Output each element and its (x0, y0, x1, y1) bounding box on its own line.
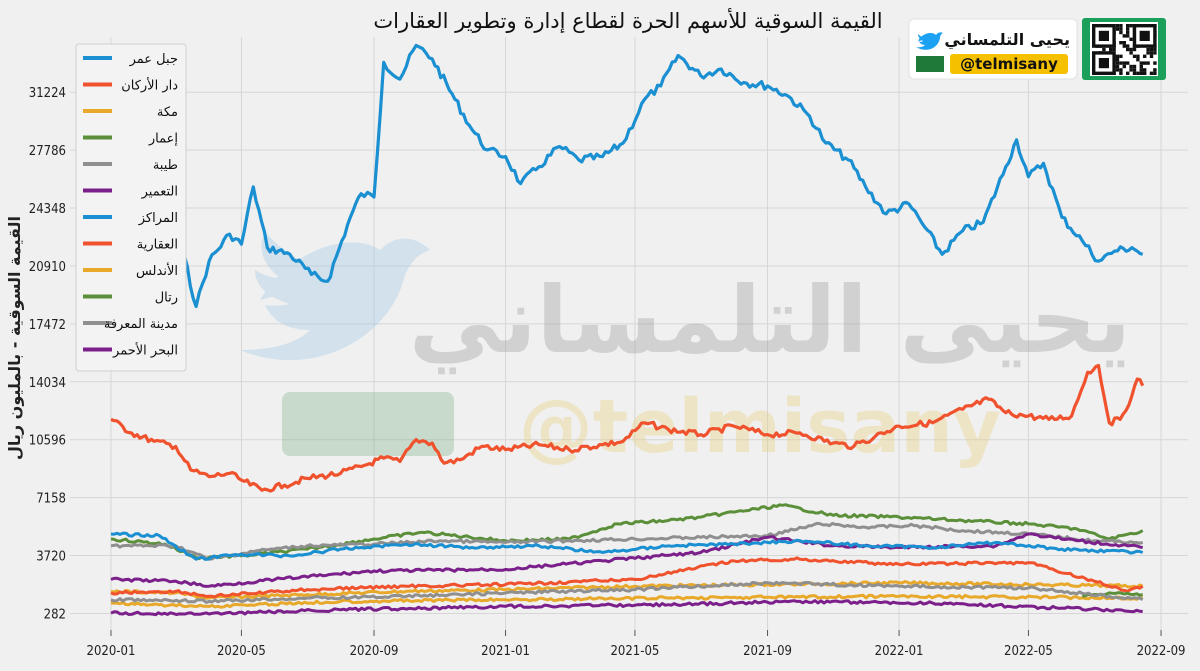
watermark-handle: @telmisany (519, 384, 1001, 470)
y-tick-label: 7158 (36, 492, 66, 507)
x-tick-label: 2022-01 (875, 644, 924, 659)
badge-handle: @telmisany (960, 55, 1058, 73)
x-tick-label: 2020-01 (87, 644, 136, 659)
series-lines (109, 43, 1145, 617)
series-line-5 (110, 532, 1143, 588)
flag-icon (916, 56, 944, 72)
series-line-0 (109, 43, 1144, 309)
y-tick-label: 282 (44, 607, 66, 622)
series-line-3 (110, 503, 1144, 561)
legend-box (75, 43, 187, 372)
legend-label: البحر الأحمر (112, 342, 178, 359)
y-tick-label: 20910 (29, 260, 66, 275)
y-tick-label: 14034 (29, 376, 66, 391)
watermark: يحيى التلمساني @telmisany (240, 232, 1131, 470)
series-line-10 (110, 580, 1144, 604)
series-line-7 (110, 556, 1144, 599)
y-tick-label: 10596 (29, 434, 66, 449)
legend-label: المراكز (138, 211, 178, 226)
y-ticks: 282 3720 7158 10596 14034 17472 20910 24348 2778… (29, 86, 66, 622)
x-tick-label: 2021-09 (743, 644, 792, 659)
x-tick-label: 2020-09 (350, 644, 399, 659)
y-tick-label: 27786 (29, 144, 66, 159)
series-line-2 (110, 580, 1144, 600)
chart-title: القيمة السوقية للأسهم الحرة لقطاع إدارة … (373, 8, 882, 34)
badge-name: يحيى التلمساني (944, 30, 1070, 50)
legend-label: الأندلس (136, 262, 178, 279)
legend: جبل عمر دار الأركان مكة إعمار طيبة التعمير الم… (75, 43, 187, 372)
legend-label: جبل عمر (129, 52, 178, 67)
series-line-1 (110, 363, 1145, 493)
x-tick-label: 2021-05 (610, 644, 659, 659)
y-tick-label: 17472 (29, 318, 66, 333)
y-tick-label: 31224 (29, 86, 66, 101)
watermark-flag (282, 392, 454, 456)
legend-label: إعمار (148, 132, 178, 147)
series-line-4 (110, 521, 1144, 561)
legend-label: مكة (157, 105, 178, 120)
series-line-11 (110, 599, 1143, 617)
legend-label: دار الأركان (121, 77, 178, 94)
x-tick-label: 2022-09 (1137, 644, 1186, 659)
series-line-8 (110, 593, 1143, 609)
watermark-bird-icon (240, 232, 430, 361)
y-tick-label: 24348 (29, 202, 66, 217)
y-axis-label: القيمة السوقية - بالمليون ريال (5, 216, 24, 460)
legend-label: العقارية (137, 238, 178, 253)
y-tick-label: 3720 (36, 550, 66, 565)
legend-label: التعمير (141, 185, 178, 200)
legend-label: مدينة المعرفة (104, 317, 178, 332)
x-tick-label: 2022-05 (1004, 644, 1053, 659)
x-tick-label: 2020-05 (217, 644, 266, 659)
handle-bg (950, 54, 1068, 74)
author-badge: يحيى التلمساني @telmisany (908, 18, 1166, 80)
x-ticks: 2020-01 2020-05 2020-09 2021-01 2021-05 2021-… (87, 630, 1186, 659)
twitter-bird-icon (916, 32, 943, 50)
x-tick-label: 2021-01 (481, 644, 530, 659)
qr-code-icon (1090, 22, 1158, 76)
series-line-6 (110, 531, 1144, 561)
legend-label: رتال (155, 291, 178, 306)
legend-label: طيبة (153, 158, 178, 173)
watermark-name: يحيى التلمساني (409, 267, 1131, 374)
